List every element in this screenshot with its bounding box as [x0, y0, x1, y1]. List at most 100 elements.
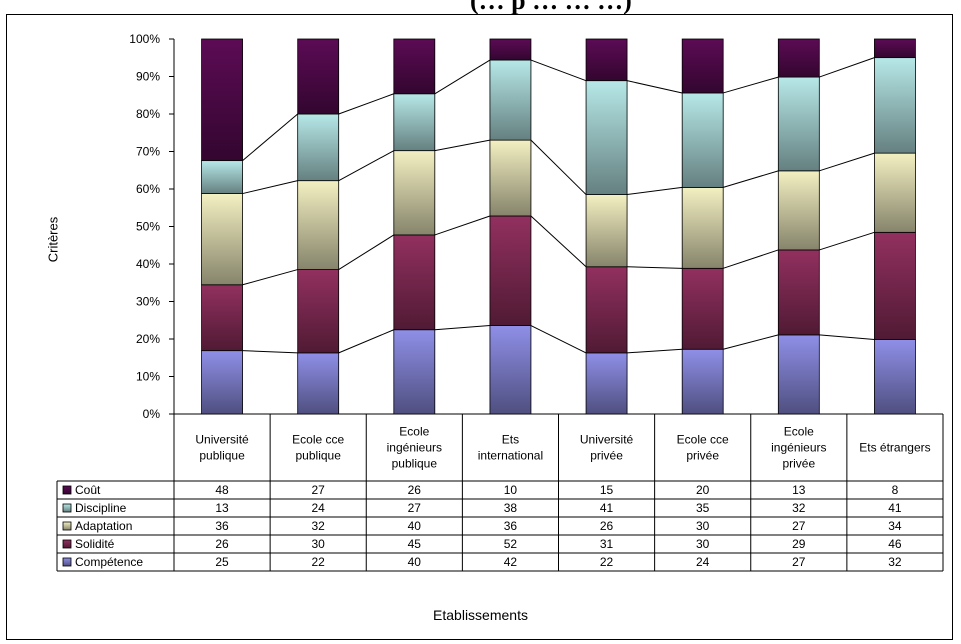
table-cell-value: 13: [215, 501, 229, 515]
bar-segment: [585, 352, 628, 415]
bar-segment: [201, 284, 243, 352]
bar-segment: [297, 180, 340, 270]
table-cell-value: 36: [504, 519, 518, 533]
y-tick-label: 100%: [129, 32, 160, 46]
table-cell-value: 32: [312, 519, 326, 533]
bar-segment: [777, 170, 820, 251]
table-cell-value: 27: [408, 501, 422, 515]
series-line: [627, 348, 683, 354]
bar-segment: [777, 76, 820, 172]
y-tick-label: 80%: [136, 107, 160, 121]
category-label: Ecole cce: [677, 433, 729, 447]
table-cell-value: 32: [888, 555, 902, 569]
table-cell-value: 24: [696, 555, 710, 569]
table-cell-value: 26: [408, 483, 422, 497]
table-cell-value: 30: [696, 537, 710, 551]
legend-label: Adaptation: [75, 519, 132, 533]
bar-segment: [489, 59, 532, 141]
series-line: [627, 266, 683, 269]
bar-segment: [874, 152, 916, 233]
series-line: [819, 152, 875, 172]
series-line: [530, 215, 587, 268]
series-line: [723, 249, 779, 269]
table-cell-value: 40: [408, 555, 422, 569]
y-tick-label: 20%: [136, 332, 160, 346]
y-tick-label: 30%: [136, 295, 160, 309]
series-line: [819, 57, 875, 78]
category-label: publique: [199, 449, 245, 463]
bar-segment: [585, 80, 628, 195]
series-line: [338, 329, 395, 354]
category-label: ingénieurs: [771, 441, 826, 455]
bar-segment: [201, 350, 243, 415]
bar-segment: [393, 150, 436, 236]
series-line: [723, 76, 779, 94]
category-label: ingénieurs: [387, 441, 442, 455]
bar-segment: [297, 113, 340, 182]
bar-segment: [585, 38, 628, 82]
category-label: Université: [580, 433, 634, 447]
table-cell-value: 41: [600, 501, 614, 515]
category-label: Ecole cce: [292, 433, 344, 447]
series-line: [434, 215, 491, 236]
series-line: [242, 269, 298, 286]
table-cell-value: 41: [888, 501, 902, 515]
bar-segment: [393, 93, 436, 152]
table-cell-value: 22: [312, 555, 326, 569]
table-cell-value: 27: [312, 483, 326, 497]
series-line: [242, 113, 299, 162]
bar-segment: [874, 57, 916, 154]
category-label: international: [478, 449, 543, 463]
table-cell-value: 8: [892, 483, 899, 497]
table-cell-value: 31: [600, 537, 614, 551]
bar-segment: [393, 38, 436, 95]
legend-label: Coût: [75, 483, 101, 497]
table-cell-value: 30: [696, 519, 710, 533]
table-cell-value: 30: [312, 537, 326, 551]
bar-segment: [201, 160, 243, 194]
table-cell-value: 27: [792, 555, 806, 569]
table-cell-value: 45: [408, 537, 422, 551]
table-cell-value: 27: [792, 519, 806, 533]
series-line: [723, 170, 779, 188]
bar-segment: [681, 38, 724, 94]
series-line: [819, 334, 875, 340]
category-label: Ecole: [399, 425, 429, 439]
bar-segment: [777, 334, 820, 415]
bar-segment: [393, 234, 436, 331]
table-cell-value: 48: [215, 483, 229, 497]
y-tick-label: 40%: [136, 257, 160, 271]
bar-segment: [777, 249, 820, 336]
table-cell-value: 13: [792, 483, 806, 497]
bar-segment: [201, 193, 243, 286]
bar-segment: [201, 38, 243, 162]
bar-segment: [874, 38, 916, 59]
category-label: Ecole: [784, 425, 814, 439]
series-line: [338, 93, 394, 115]
x-axis-label: Etablissements: [433, 607, 528, 623]
table-cell-value: 35: [696, 501, 710, 515]
bar-segment: [777, 38, 820, 78]
table-cell-value: 36: [215, 519, 229, 533]
bar-segment: [489, 139, 532, 217]
bar-segment: [489, 38, 532, 61]
table-cell-value: 20: [696, 483, 710, 497]
table-cell-value: 15: [600, 483, 614, 497]
category-label: Ets: [502, 433, 519, 447]
legend-swatch: [62, 485, 72, 495]
series-line: [242, 180, 298, 195]
bar-segment: [585, 194, 628, 268]
y-tick-label: 60%: [136, 182, 160, 196]
top-strip: (… p … … …): [0, 0, 961, 14]
y-tick-label: 70%: [136, 145, 160, 159]
bar-segment: [681, 348, 724, 415]
table-cell-value: 52: [504, 537, 518, 551]
table-cell-value: 10: [504, 483, 518, 497]
legend-swatch: [62, 503, 72, 513]
table-cell-value: 46: [888, 537, 902, 551]
bar-segment: [489, 325, 532, 415]
table-cell-value: 26: [215, 537, 229, 551]
series-line: [819, 231, 875, 251]
table-cell-value: 40: [408, 519, 422, 533]
